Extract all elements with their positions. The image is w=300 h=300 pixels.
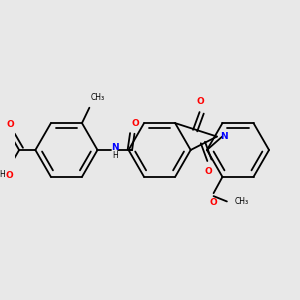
Text: O: O	[196, 97, 204, 106]
Text: O: O	[7, 120, 15, 129]
Text: O: O	[131, 119, 139, 128]
Text: O: O	[210, 199, 218, 208]
Text: CH₃: CH₃	[234, 197, 248, 206]
Text: O: O	[204, 167, 212, 176]
Text: O: O	[5, 171, 13, 180]
Text: CH₃: CH₃	[91, 93, 105, 102]
Text: N: N	[111, 142, 119, 152]
Text: N: N	[220, 132, 227, 141]
Text: H: H	[0, 169, 5, 178]
Text: H: H	[112, 151, 118, 160]
